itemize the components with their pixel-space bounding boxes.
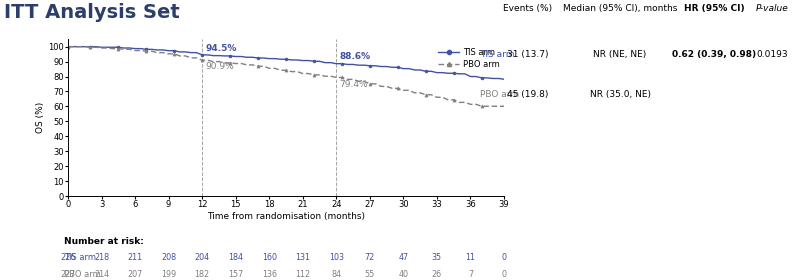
- Text: 88.6%: 88.6%: [340, 52, 370, 61]
- Text: TIS arm: TIS arm: [64, 253, 96, 262]
- Text: 160: 160: [262, 253, 277, 262]
- Text: 7: 7: [468, 270, 473, 279]
- Text: 214: 214: [94, 270, 109, 279]
- Text: 94.5%: 94.5%: [206, 44, 237, 53]
- Text: PBO arm: PBO arm: [64, 270, 101, 279]
- Text: NR (NE, NE): NR (NE, NE): [594, 50, 646, 59]
- Text: 103: 103: [329, 253, 344, 262]
- Text: 208: 208: [161, 253, 176, 262]
- Text: 11: 11: [466, 253, 475, 262]
- Text: 131: 131: [295, 253, 310, 262]
- Text: 40: 40: [398, 270, 408, 279]
- Text: 218: 218: [94, 253, 109, 262]
- Text: 35: 35: [432, 253, 442, 262]
- Text: 199: 199: [161, 270, 176, 279]
- Text: 136: 136: [262, 270, 277, 279]
- Text: Events (%): Events (%): [503, 4, 553, 13]
- Text: ITT Analysis Set: ITT Analysis Set: [4, 3, 180, 22]
- Text: 45 (19.8): 45 (19.8): [507, 90, 549, 99]
- Text: 26: 26: [432, 270, 442, 279]
- Text: Median (95% CI), months: Median (95% CI), months: [563, 4, 677, 13]
- Text: 0.0193: 0.0193: [756, 50, 788, 59]
- Text: 84: 84: [331, 270, 342, 279]
- Text: Number at risk:: Number at risk:: [64, 237, 144, 246]
- Text: NR (35.0, NE): NR (35.0, NE): [590, 90, 650, 99]
- Text: 184: 184: [228, 253, 243, 262]
- Text: 207: 207: [127, 270, 142, 279]
- Text: 0: 0: [502, 253, 506, 262]
- Text: 157: 157: [228, 270, 243, 279]
- Text: 227: 227: [60, 270, 76, 279]
- Y-axis label: OS (%): OS (%): [36, 102, 46, 133]
- Text: 112: 112: [295, 270, 310, 279]
- Text: 204: 204: [194, 253, 210, 262]
- Text: 0.62 (0.39, 0.98): 0.62 (0.39, 0.98): [672, 50, 757, 59]
- Text: HR (95% CI): HR (95% CI): [684, 4, 745, 13]
- Text: 79.4%: 79.4%: [340, 80, 368, 89]
- Text: 72: 72: [365, 253, 375, 262]
- Text: 211: 211: [127, 253, 142, 262]
- Text: 90.9%: 90.9%: [206, 62, 234, 71]
- Legend: TIS arm, PBO arm: TIS arm, PBO arm: [438, 48, 500, 69]
- Text: 31 (13.7): 31 (13.7): [507, 50, 549, 59]
- Text: 226: 226: [60, 253, 76, 262]
- Text: PBO arm: PBO arm: [480, 90, 519, 99]
- Text: 55: 55: [365, 270, 375, 279]
- Text: 47: 47: [398, 253, 409, 262]
- Text: P-value: P-value: [755, 4, 788, 13]
- Text: TIS arm: TIS arm: [480, 50, 514, 59]
- X-axis label: Time from randomisation (months): Time from randomisation (months): [207, 212, 365, 221]
- Text: 0: 0: [502, 270, 506, 279]
- Text: 182: 182: [194, 270, 210, 279]
